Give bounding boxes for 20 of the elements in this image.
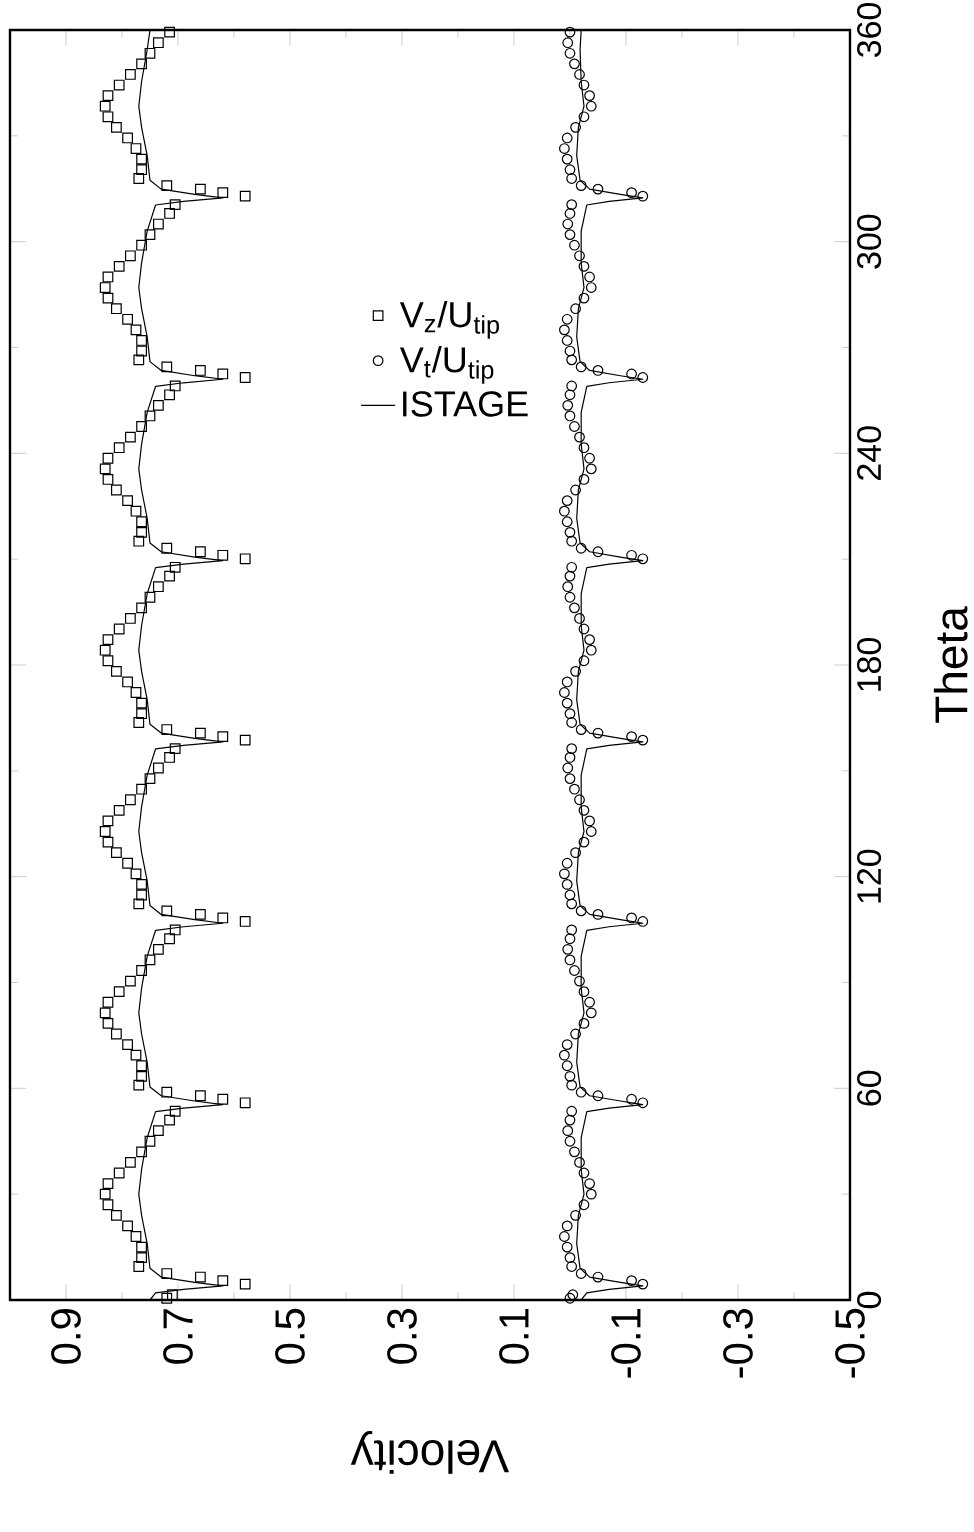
x-tick-label: -0.3 [723, 1308, 753, 1378]
legend-label: V$_{t}$/U$_{tip}$ [399, 346, 494, 384]
x-tick-label: 0.1 [499, 1309, 529, 1364]
y-tick-label: 360 [857, 2, 882, 58]
x-tick-label: -0.1 [611, 1309, 641, 1378]
legend-label: V$_{z}$/U$_{tip}$ [399, 301, 499, 339]
y-tick-label: 0 [857, 1291, 882, 1309]
y-tick-label: 300 [857, 214, 882, 269]
y-tick-label: 60 [857, 1070, 882, 1106]
x-tick-label: 0.7 [163, 1309, 193, 1364]
y-tick-label: 180 [857, 637, 882, 691]
legend-label: ISTAGE [403, 391, 528, 417]
x-tick-label: 0.5 [275, 1308, 305, 1364]
x-tick-label: 0.3 [387, 1308, 417, 1364]
y-tick-label: 240 [857, 426, 882, 480]
y-axis-title: Theta [933, 606, 968, 723]
y-tick-label: 120 [857, 849, 882, 903]
x-tick-label: 0.9 [51, 1309, 81, 1364]
x-axis-title: Velocity [350, 1430, 510, 1474]
x-tick-label: -0.5 [835, 1308, 865, 1378]
